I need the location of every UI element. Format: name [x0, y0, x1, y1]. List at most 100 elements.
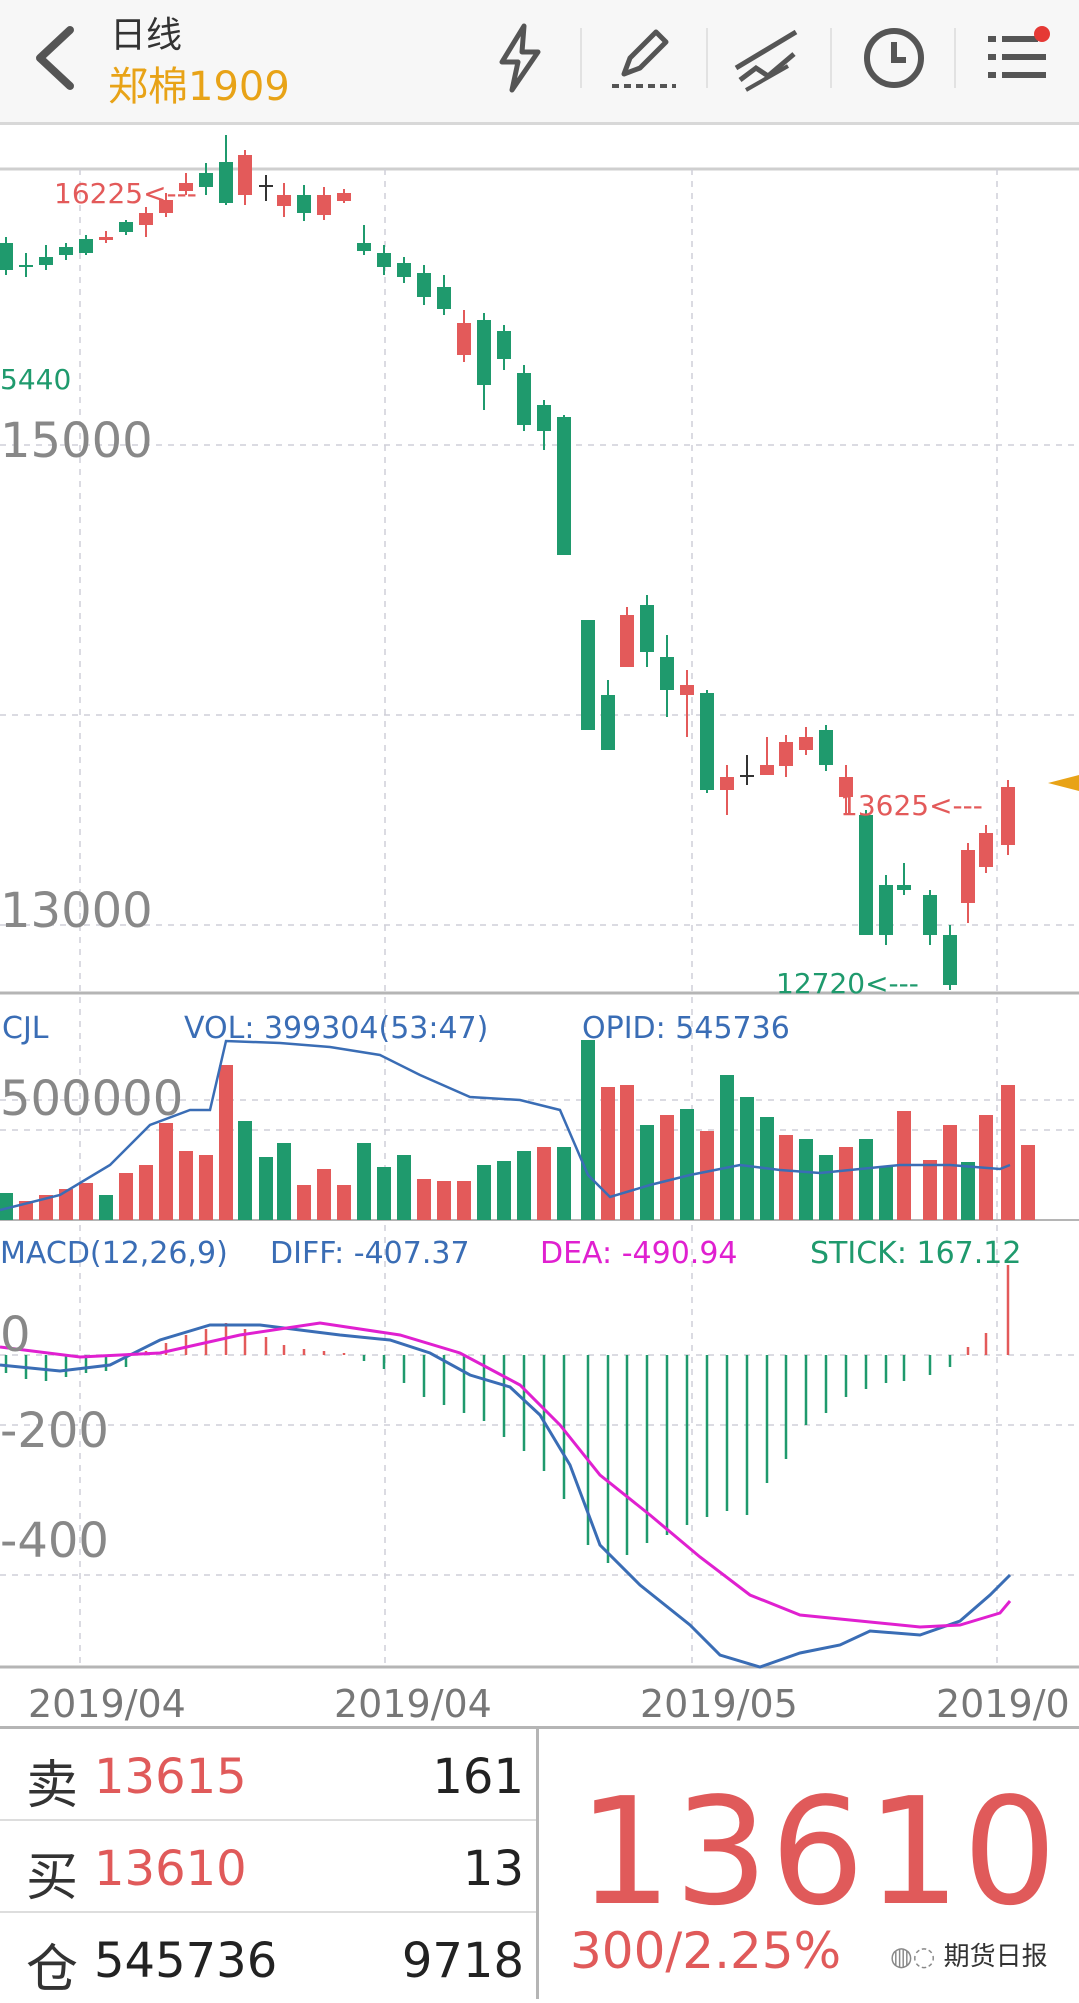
volume-bar	[859, 1139, 873, 1220]
candle-body	[39, 257, 53, 265]
macd-axis-m200: -200	[0, 1403, 109, 1459]
volume-bar	[943, 1125, 957, 1220]
quote-divider	[0, 1726, 1079, 1729]
ask-row[interactable]: 卖 13615 161	[0, 1729, 536, 1821]
ask-price: 13615	[94, 1749, 247, 1805]
diff-line	[0, 1323, 1012, 1669]
candle-body	[199, 173, 213, 187]
open-interest-line	[0, 1039, 1011, 1212]
candle-body	[99, 237, 113, 240]
volume-bar	[179, 1151, 193, 1220]
candle-body	[159, 200, 173, 213]
volume-bar	[397, 1155, 411, 1220]
candle-body	[517, 373, 531, 425]
volume-bar	[517, 1151, 531, 1220]
oi-change: 9718	[401, 1933, 524, 1989]
candle-body	[357, 243, 371, 251]
volume-bar	[238, 1121, 252, 1220]
candle-body	[119, 222, 133, 232]
volume-bar	[537, 1147, 551, 1220]
candle-body	[377, 253, 391, 267]
candle-body	[139, 213, 153, 225]
volume-bar	[620, 1085, 634, 1220]
ask-label: 卖	[26, 1756, 79, 1816]
volume-bar	[497, 1161, 511, 1220]
bid-label: 买	[26, 1848, 79, 1908]
page-title: 日线	[110, 15, 183, 56]
wechat-icon: ◍◌	[890, 1942, 944, 1972]
volume-bar	[680, 1109, 694, 1220]
volume-bar	[377, 1167, 391, 1220]
candle-body	[59, 247, 73, 255]
candle-body	[897, 885, 911, 890]
volume-bar	[99, 1195, 113, 1220]
candle-body	[581, 620, 595, 730]
high-price-marker: 16225<---	[54, 177, 197, 210]
date-label: 2019/0	[936, 1682, 1070, 1726]
volume-bar	[477, 1165, 491, 1220]
volume-bar	[219, 1065, 233, 1220]
back-arrow-icon[interactable]	[22, 18, 92, 98]
date-label: 2019/04	[28, 1682, 186, 1726]
cjl-label: CJL	[2, 1011, 49, 1046]
candle-body	[1001, 787, 1015, 845]
indicator-lines-icon[interactable]	[726, 18, 806, 98]
volume-bar	[740, 1097, 754, 1220]
lightning-icon[interactable]	[480, 18, 560, 98]
candle-body	[337, 193, 351, 201]
volume-bar	[199, 1155, 213, 1220]
volume-bar	[819, 1155, 833, 1220]
candle-body	[79, 239, 93, 253]
candle-body	[943, 935, 957, 985]
toolbar-divider	[830, 28, 832, 88]
price-change: 300/2.25%	[570, 1922, 842, 1980]
candle-body	[417, 273, 431, 297]
menu-list-icon[interactable]	[978, 18, 1058, 98]
volume-bar	[119, 1173, 133, 1220]
stick-readout: STICK: 167.12	[810, 1236, 1021, 1271]
draw-pen-icon[interactable]	[604, 18, 684, 98]
quote-panel: 卖 13615 161 买 13610 13 仓 545736 9718 136…	[0, 1726, 1079, 2000]
vol-readout: VOL: 399304(53:47)	[184, 1011, 488, 1046]
volume-bar	[779, 1135, 793, 1220]
recent-high-marker: 13625<---	[840, 789, 983, 822]
notification-dot-icon	[1034, 26, 1050, 42]
candle-body	[680, 685, 694, 695]
volume-bar	[581, 1040, 595, 1220]
volume-bar	[601, 1087, 615, 1220]
diff-readout: DIFF: -407.37	[270, 1236, 470, 1271]
volume-bar	[317, 1169, 331, 1220]
volume-bar	[437, 1181, 451, 1220]
vol-axis-label: 500000	[0, 1071, 183, 1127]
opid-readout: OPID: 545736	[582, 1011, 790, 1046]
dea-readout: DEA: -490.94	[540, 1236, 738, 1271]
volume-bar	[19, 1201, 33, 1220]
volume-bar	[39, 1195, 53, 1220]
volume-bar	[700, 1131, 714, 1220]
candle-body	[397, 263, 411, 277]
clock-icon[interactable]	[854, 18, 934, 98]
date-label: 2019/05	[640, 1682, 798, 1726]
volume-bar	[357, 1143, 371, 1220]
volume-bar	[337, 1185, 351, 1220]
candlestick-series	[0, 135, 1015, 990]
candle-body	[317, 195, 331, 215]
candle-body	[219, 162, 233, 203]
recent-low-marker: 12720<---	[776, 967, 919, 1000]
bid-row[interactable]: 买 13610 13	[0, 1821, 536, 1913]
kline-chart[interactable]: 16225<--- 5440 15000 13000 13625<--- 127…	[0, 125, 1079, 1726]
volume-bar	[0, 1193, 13, 1220]
y-label-13000: 13000	[0, 883, 153, 939]
candle-body	[537, 405, 551, 431]
candle-body	[259, 185, 273, 187]
candle-body	[859, 815, 873, 935]
toolbar-divider	[706, 28, 708, 88]
candle-body	[879, 885, 893, 935]
volume-bar	[923, 1160, 937, 1220]
macd-axis-m400: -400	[0, 1513, 109, 1569]
candle-body	[179, 183, 193, 191]
candle-body	[961, 850, 975, 903]
macd-axis-0: 0	[0, 1307, 31, 1363]
candle-body	[457, 323, 471, 355]
current-price-arrow-icon	[1048, 775, 1079, 791]
